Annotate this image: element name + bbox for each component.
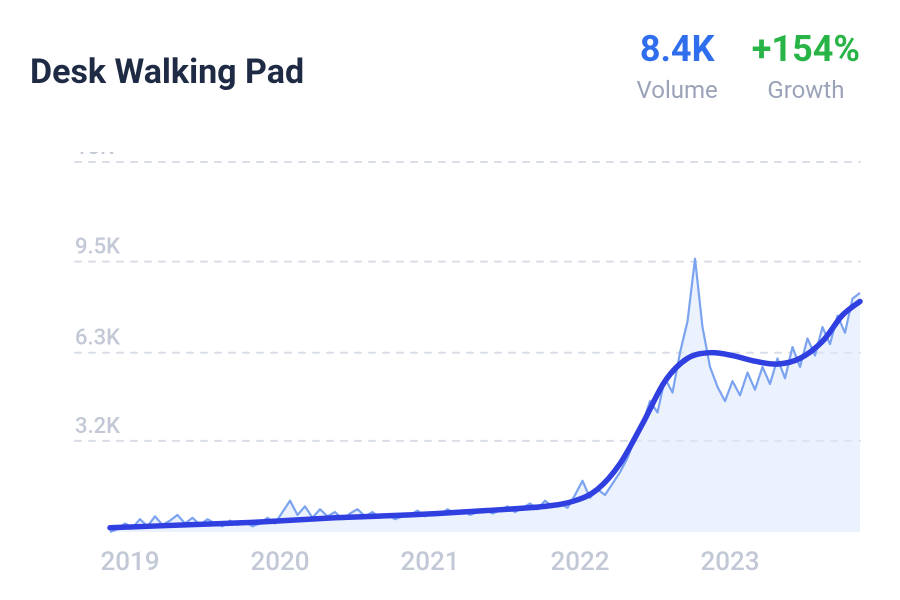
growth-value: +154% bbox=[752, 30, 860, 70]
chart-svg: 3.2K 6.3K 9.5K 13K 2019 2020 2021 2022 2023 bbox=[30, 152, 870, 592]
y-tick-label: 3.2K bbox=[75, 414, 120, 439]
growth-stat: +154% Growth bbox=[752, 30, 860, 104]
y-tick-label: 9.5K bbox=[75, 234, 120, 259]
x-tick-label: 2023 bbox=[700, 547, 759, 577]
card-header: Desk Walking Pad 8.4K Volume +154% Growt… bbox=[30, 30, 860, 104]
trend-card: Desk Walking Pad 8.4K Volume +154% Growt… bbox=[0, 0, 900, 600]
volume-label: Volume bbox=[637, 76, 718, 104]
y-tick-label: 13K bbox=[75, 152, 114, 160]
raw-series-fill bbox=[110, 258, 860, 531]
growth-label: Growth bbox=[752, 76, 860, 104]
y-tick-label: 6.3K bbox=[75, 325, 120, 350]
stats-group: 8.4K Volume +154% Growth bbox=[637, 30, 860, 104]
volume-value: 8.4K bbox=[637, 30, 718, 70]
volume-stat: 8.4K Volume bbox=[637, 30, 718, 104]
x-tick-label: 2019 bbox=[100, 547, 159, 577]
card-title: Desk Walking Pad bbox=[30, 52, 304, 92]
x-tick-label: 2022 bbox=[550, 547, 609, 577]
x-tick-label: 2020 bbox=[250, 547, 309, 577]
x-tick-label: 2021 bbox=[400, 547, 459, 577]
chart-area: 3.2K 6.3K 9.5K 13K 2019 2020 2021 2022 2023 bbox=[30, 152, 860, 592]
